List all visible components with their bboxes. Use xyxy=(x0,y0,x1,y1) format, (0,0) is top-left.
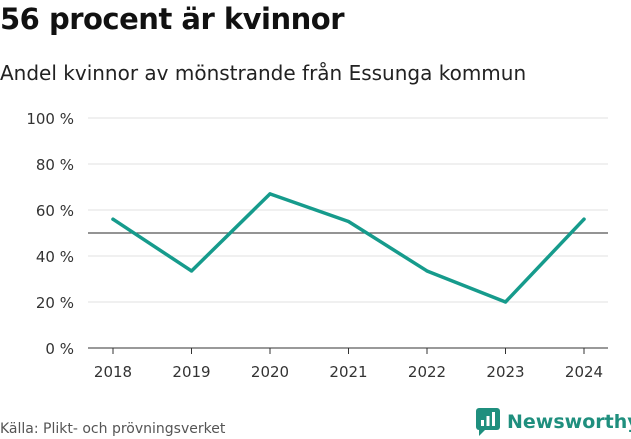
x-tick-label: 2019 xyxy=(172,363,210,381)
data-point xyxy=(582,217,586,221)
y-tick-label: 20 % xyxy=(36,294,74,312)
y-tick-label: 0 % xyxy=(45,340,74,358)
x-tick-label: 2021 xyxy=(329,363,367,381)
brand-name: Newsworthy xyxy=(507,411,631,433)
brand-logo: Newsworthy xyxy=(476,408,631,436)
y-tick-label: 100 % xyxy=(26,110,74,128)
y-axis-ticks: 0 % 20 % 40 % 60 % 80 % 100 % xyxy=(26,110,74,358)
x-tick-label: 2024 xyxy=(565,363,603,381)
x-axis-ticks: 2018 2019 2020 2021 2022 2023 2024 xyxy=(94,348,603,381)
series-group xyxy=(111,192,586,304)
y-tick-label: 80 % xyxy=(36,156,74,174)
source-note: Källa: Plikt- och prövningsverket xyxy=(0,421,226,437)
chart-subtitle: Andel kvinnor av mönstrande från Essunga… xyxy=(0,61,527,85)
x-tick-label: 2018 xyxy=(94,363,132,381)
data-point xyxy=(189,269,194,273)
data-point xyxy=(503,300,508,304)
y-tick-label: 60 % xyxy=(36,202,74,220)
y-tick-label: 40 % xyxy=(36,248,74,266)
data-point xyxy=(346,219,351,224)
data-point xyxy=(268,192,272,196)
x-tick-label: 2020 xyxy=(251,363,289,381)
x-tick-label: 2023 xyxy=(486,363,524,381)
newsworthy-logo-icon xyxy=(476,408,500,436)
data-point xyxy=(425,269,429,273)
data-point xyxy=(111,217,115,221)
x-tick-label: 2022 xyxy=(408,363,446,381)
chart-title: 56 procent är kvinnor xyxy=(0,2,345,36)
